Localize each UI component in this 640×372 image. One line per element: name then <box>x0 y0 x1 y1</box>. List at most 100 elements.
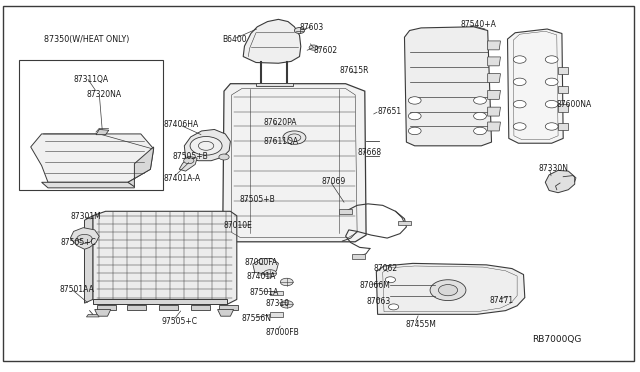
Circle shape <box>280 301 293 308</box>
Circle shape <box>190 137 222 155</box>
Circle shape <box>184 158 194 164</box>
Text: 87505+B: 87505+B <box>240 195 276 203</box>
Polygon shape <box>558 104 568 112</box>
Circle shape <box>545 100 558 108</box>
Polygon shape <box>159 305 178 310</box>
Text: 87602: 87602 <box>314 46 338 55</box>
Bar <box>19 60 163 190</box>
Polygon shape <box>558 67 568 74</box>
Circle shape <box>264 270 276 277</box>
Text: 87668: 87668 <box>357 148 381 157</box>
Text: 87471: 87471 <box>490 296 514 305</box>
Text: 87455M: 87455M <box>405 320 436 329</box>
Text: 87320NA: 87320NA <box>86 90 122 99</box>
Text: 87401A: 87401A <box>246 272 276 280</box>
Text: 87330N: 87330N <box>539 164 569 173</box>
Polygon shape <box>128 147 154 187</box>
Circle shape <box>388 304 399 310</box>
Circle shape <box>474 97 486 104</box>
Polygon shape <box>243 19 301 63</box>
Circle shape <box>309 45 318 50</box>
Circle shape <box>283 131 306 144</box>
Text: 87406HA: 87406HA <box>163 120 198 129</box>
Polygon shape <box>488 107 500 116</box>
Polygon shape <box>558 86 568 93</box>
Circle shape <box>513 78 526 86</box>
Text: B6400: B6400 <box>223 35 247 44</box>
Text: 87350(W/HEAT ONLY): 87350(W/HEAT ONLY) <box>44 35 129 44</box>
Polygon shape <box>376 263 525 314</box>
Polygon shape <box>270 312 283 317</box>
Polygon shape <box>545 170 575 193</box>
Polygon shape <box>223 84 366 242</box>
Text: 97505+C: 97505+C <box>161 317 197 326</box>
Circle shape <box>545 78 558 86</box>
Text: 87066M: 87066M <box>360 281 390 290</box>
Text: 87615R: 87615R <box>339 66 369 75</box>
Polygon shape <box>31 134 154 182</box>
Text: 87310: 87310 <box>266 299 290 308</box>
Circle shape <box>385 277 396 283</box>
Circle shape <box>545 56 558 63</box>
Text: 87401A-A: 87401A-A <box>163 174 200 183</box>
Polygon shape <box>93 299 227 304</box>
Text: 87600NA: 87600NA <box>557 100 592 109</box>
Polygon shape <box>488 41 500 50</box>
Polygon shape <box>404 27 492 146</box>
Polygon shape <box>97 305 116 310</box>
Polygon shape <box>179 156 197 171</box>
Polygon shape <box>488 57 500 66</box>
Polygon shape <box>96 129 109 135</box>
Circle shape <box>513 56 526 63</box>
Text: 87501A: 87501A <box>250 288 279 296</box>
Text: 87062: 87062 <box>373 264 397 273</box>
Circle shape <box>408 112 421 120</box>
Text: 87505+C: 87505+C <box>61 238 97 247</box>
Circle shape <box>545 123 558 130</box>
Text: 87505+B: 87505+B <box>173 152 209 161</box>
Polygon shape <box>191 305 210 310</box>
Polygon shape <box>558 123 568 130</box>
Circle shape <box>430 280 466 301</box>
Text: 87611QA: 87611QA <box>264 137 299 146</box>
Text: 87063: 87063 <box>366 297 390 306</box>
Text: 87620PA: 87620PA <box>264 118 297 126</box>
Text: 87501AA: 87501AA <box>60 285 94 294</box>
Circle shape <box>280 278 293 286</box>
Circle shape <box>219 154 229 160</box>
Circle shape <box>513 100 526 108</box>
Polygon shape <box>70 228 99 249</box>
Text: 87603: 87603 <box>300 23 324 32</box>
Circle shape <box>474 127 486 135</box>
Circle shape <box>438 285 458 296</box>
Polygon shape <box>184 129 230 161</box>
Circle shape <box>77 234 92 243</box>
Text: 87069: 87069 <box>321 177 346 186</box>
Circle shape <box>408 127 421 135</box>
Text: 87651: 87651 <box>378 107 402 116</box>
Text: 87000FB: 87000FB <box>266 328 300 337</box>
Text: 87010E: 87010E <box>224 221 253 230</box>
Text: 87540+A: 87540+A <box>461 20 497 29</box>
Polygon shape <box>488 122 500 131</box>
Polygon shape <box>42 182 134 188</box>
Polygon shape <box>270 291 283 295</box>
Polygon shape <box>218 310 234 316</box>
Polygon shape <box>253 259 278 275</box>
Text: 87311QA: 87311QA <box>74 76 109 84</box>
Polygon shape <box>339 209 352 214</box>
Polygon shape <box>352 254 365 259</box>
Polygon shape <box>488 74 500 83</box>
Circle shape <box>513 123 526 130</box>
Polygon shape <box>219 305 238 310</box>
Polygon shape <box>93 211 237 304</box>
Text: RB7000QG: RB7000QG <box>532 335 582 344</box>
Text: 87000FA: 87000FA <box>244 258 278 267</box>
Circle shape <box>474 112 486 120</box>
Circle shape <box>408 97 421 104</box>
Bar <box>256 83 293 86</box>
Polygon shape <box>488 90 500 99</box>
Circle shape <box>294 28 305 33</box>
Text: 87556N: 87556N <box>242 314 272 323</box>
Text: 87301M: 87301M <box>70 212 101 221</box>
